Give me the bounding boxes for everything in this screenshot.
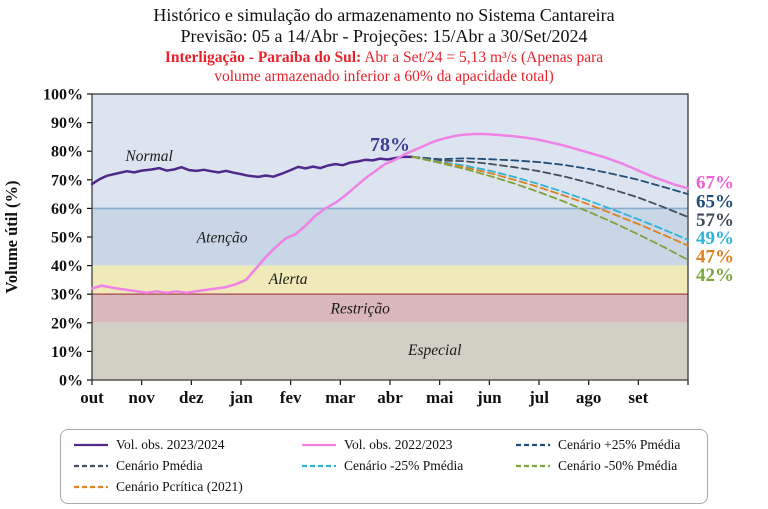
chart-note: Interligação - Paraíba do Sul: Abr a Set… [0,49,768,87]
legend-item-label: Cenário Pcrítica (2021) [116,479,243,495]
x-tick-label: set [628,388,648,407]
zone-label: Alerta [268,271,308,288]
y-axis: 0% 10% 20% 30% 40% 50% 60% 70% 80% 90% 100% [43,87,92,390]
series-lines [90,133,690,295]
end-label: 57% [696,210,734,231]
x-axis: out nov dez jan fev mar abr mai jun jul ago set [80,380,689,407]
legend-item-label: Cenário +25% Pmédia [558,437,681,453]
end-label: 67% [696,173,734,194]
x-tick-label: ago [576,388,602,407]
legend-item-4: Cenário -25% Pmédia [301,458,515,474]
zone-band [92,94,688,209]
note-interconnection-label: Interligação - Paraíba do Sul: [164,49,362,67]
y-axis-title: Volume útil (%) [2,181,21,294]
legend-line-sample [302,465,336,468]
zone-label: Normal [124,148,172,165]
zone-band [92,265,688,295]
zone-band [92,208,688,266]
x-tick-label: fev [280,388,302,407]
zone-band [92,294,688,324]
x-tick-label: jun [476,388,502,407]
series-line [411,156,689,219]
series-line [411,156,689,247]
series-line [90,155,414,186]
legend-item-0: Vol. obs. 2023/2024 [73,437,301,453]
y-tick-label: 90% [51,115,83,132]
y-tick-label: 20% [51,316,83,333]
series-line [411,156,689,196]
note-condition-text: volume armazenado inferior a 60% da apac… [214,68,554,86]
x-tick-label: jul [528,388,549,407]
legend-item-label: Cenário Pmédia [116,458,203,474]
y-tick-label: 60% [51,201,83,218]
y-tick-label: 100% [43,87,83,104]
legend-item-label: Cenário -25% Pmédia [344,458,464,474]
end-label: 49% [696,228,734,249]
end-label: 42% [696,265,734,286]
y-tick-label: 30% [51,287,83,304]
legend-item-label: Vol. obs. 2022/2023 [344,437,453,453]
legend-item-1: Vol. obs. 2022/2023 [301,437,515,453]
x-tick-label: jan [228,388,253,407]
y-tick-label: 10% [51,344,83,361]
y-tick-label: 80% [51,144,83,161]
zone-labels: Normal Atenção Alerta Restrição Especial [124,148,461,359]
end-label: 47% [696,247,734,268]
peak-annotation: 78% [370,134,410,156]
chart-header: Histórico e simulação do armazenamento n… [0,0,768,87]
chart-subtitle: Previsão: 05 a 14/Abr - Projeções: 15/Ab… [180,26,588,47]
plot-zones [92,94,688,381]
legend-line-sample [302,444,336,447]
y-tick-label: 0% [59,373,83,390]
legend-line-sample [74,465,108,468]
legend-item-6: Cenário Pcrítica (2021) [73,479,301,495]
plot-border [91,93,689,381]
chart-legend: Vol. obs. 2023/2024 Vol. obs. 2022/2023 Ce… [60,429,708,505]
series-line [411,156,689,242]
series-line [411,156,689,262]
y-tick-label: 50% [51,230,83,247]
legend-item-label: Cenário -50% Pmédia [558,458,678,474]
x-tick-label: mar [325,388,356,407]
y-tick-label: 70% [51,173,83,190]
legend-item-5: Cenário -50% Pmédia [515,458,697,474]
legend-item-label: Vol. obs. 2023/2024 [116,437,225,453]
x-tick-label: mai [426,388,454,407]
legend-item-2: Cenário +25% Pmédia [515,437,697,453]
legend-item-3: Cenário Pmédia [73,458,301,474]
x-tick-label: dez [179,388,204,407]
legend-line-sample [516,465,550,468]
legend-line-sample [74,444,108,447]
chart-svg: Normal Atenção Alerta Restrição Especial 0% 10… [2,87,734,407]
end-label: 65% [696,192,734,213]
legend-line-sample [516,444,550,447]
zone-label: Especial [407,342,461,359]
zone-band [92,323,688,381]
x-tick-label: out [80,388,104,407]
y-tick-label: 40% [51,258,83,275]
note-flow-text: Abr a Set/24 = 5,13 m³/s (Apenas para [361,49,604,67]
zone-label: Atenção [196,230,248,247]
legend-line-sample [74,486,108,489]
zone-label: Restrição [329,301,390,318]
x-tick-label: abr [377,388,403,407]
x-tick-label: nov [128,388,155,407]
series-line [90,133,690,295]
end-labels: 67%65%57%49%47%42% [696,173,734,286]
chart-title: Histórico e simulação do armazenamento n… [153,5,615,25]
